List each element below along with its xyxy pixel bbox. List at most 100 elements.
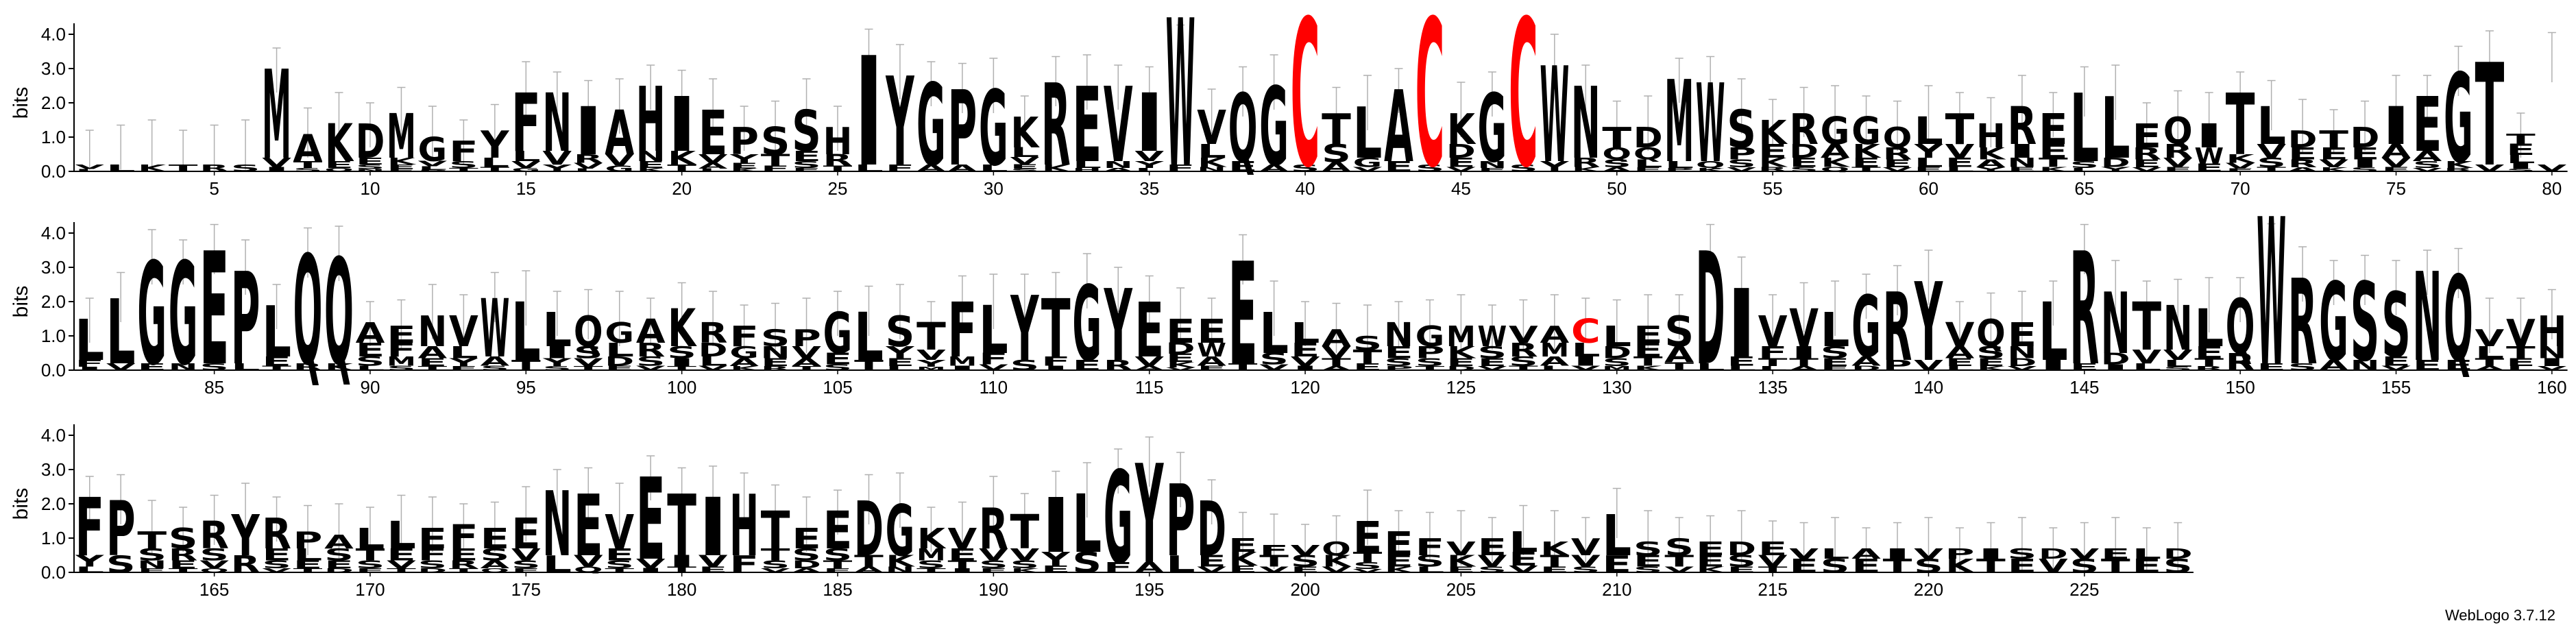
letter-pos-137-F: F [1821, 365, 1850, 372]
letter-pos-76-V: V [2413, 167, 2443, 173]
letter-pos-41-T: T [1322, 104, 1351, 154]
letter-pos-122-E: E [1353, 361, 1383, 372]
letter-pos-115-E: E [1134, 287, 1164, 375]
letter-pos-209-V: V [1571, 533, 1601, 561]
letter-pos-158-V: V [2475, 324, 2505, 352]
letter-pos-177-E: E [574, 478, 603, 576]
letter-pos-102-G: G [729, 343, 759, 362]
letter-pos-137-E: E [1821, 356, 1850, 369]
letter-pos-198-E: E [1228, 563, 1258, 574]
letter-pos-129-L: L [1571, 339, 1601, 361]
letter-pos-132-T: T [1664, 360, 1694, 373]
letter-pos-156-N: N [2413, 246, 2442, 389]
letter-pos-65-L: L [2069, 167, 2099, 173]
letter-pos-200-S: S [1291, 552, 1320, 570]
letter-pos-181-E: E [698, 565, 728, 574]
letter-pos-52-P: P [1664, 167, 1694, 173]
letter-pos-117-E: E [1197, 364, 1226, 372]
letter-pos-70-V: V [2226, 162, 2255, 171]
letter-pos-76-S: S [2413, 160, 2442, 171]
letter-pos-129-C: C [1571, 312, 1601, 351]
letter-pos-163-S: S [137, 545, 167, 564]
letter-pos-100-K: K [668, 300, 697, 359]
letter-pos-23-S: S [761, 120, 790, 163]
letter-pos-65-S: S [2069, 160, 2099, 171]
letter-pos-48-W: W [1540, 40, 1569, 193]
letter-pos-181-I: I [698, 482, 728, 574]
letter-pos-144-L: L [2039, 287, 2068, 379]
y-tick-label-row-3: 1.0 [41, 528, 66, 548]
letter-pos-1-L: L [75, 169, 104, 172]
letter-pos-163-T: T [137, 526, 167, 554]
letter-pos-112-F: F [1041, 354, 1071, 368]
letter-pos-137-L: L [1821, 302, 1850, 357]
letter-pos-38-Q: Q [1228, 75, 1258, 184]
letter-pos-164-S: S [169, 523, 198, 556]
letter-pos-30-L: L [979, 163, 1008, 174]
letter-pos-94-A: A [480, 354, 509, 368]
letter-pos-195-A: A [1134, 559, 1165, 576]
letter-pos-12-L: L [418, 165, 448, 171]
letter-pos-20-T: T [667, 162, 696, 173]
letter-pos-11-F: F [387, 169, 416, 172]
letter-pos-68-R: R [2163, 141, 2193, 162]
letter-pos-198-K: K [1229, 548, 1259, 570]
letter-pos-170-S: S [356, 559, 385, 571]
letter-pos-214-S: S [1727, 552, 1756, 570]
letter-pos-16-Y: Y [542, 162, 572, 173]
letter-pos-212-V: V [1664, 566, 1694, 574]
letter-pos-119-L: L [1259, 300, 1289, 366]
letter-pos-26-L: L [854, 163, 884, 174]
letter-pos-207-E: E [1509, 548, 1538, 570]
letter-pos-119-V: V [1259, 363, 1289, 372]
letter-pos-84-G: G [169, 234, 198, 398]
letter-pos-226-E: E [2101, 546, 2130, 562]
letter-pos-22-K: K [730, 168, 760, 173]
letter-pos-10-E: E [356, 156, 385, 167]
letter-pos-228-D: D [2163, 546, 2193, 563]
letter-pos-31-V: V [1010, 155, 1040, 167]
letter-pos-97-Q: Q [574, 308, 603, 356]
letter-pos-99-V: V [636, 365, 666, 372]
letter-pos-187-G: G [886, 490, 915, 572]
letter-pos-149-L: L [2194, 298, 2224, 358]
letter-pos-81-I: I [75, 366, 104, 372]
letter-pos-202-T: T [1353, 549, 1383, 566]
letter-pos-193-L: L [1072, 478, 1102, 571]
letter-pos-220-S: S [1914, 555, 1943, 577]
letter-pos-168-P: P [293, 527, 323, 554]
letter-pos-71-V: V [2257, 141, 2286, 162]
letter-pos-12-G: G [418, 131, 448, 169]
letter-pos-45-E: E [1446, 155, 1476, 169]
letter-pos-97-T: T [574, 365, 603, 372]
letter-pos-123-E: E [1384, 343, 1413, 363]
letter-pos-167-R: R [262, 509, 291, 558]
letter-pos-104-A: A [792, 356, 821, 369]
letter-pos-76-A: A [2413, 148, 2443, 165]
letter-pos-178-V: V [605, 505, 634, 559]
letter-pos-202-S: S [1353, 561, 1383, 572]
y-tick-label-row-1: 0.0 [41, 161, 66, 182]
letter-pos-129-I: I [1571, 354, 1601, 369]
letter-pos-203-K: K [1385, 566, 1414, 574]
letter-pos-87-T: T [262, 364, 291, 372]
letter-pos-188-T: T [916, 568, 946, 574]
letter-pos-26-I: I [854, 26, 884, 200]
letter-pos-161-L: L [75, 566, 104, 574]
letter-pos-105-S: S [823, 363, 853, 372]
letter-pos-34-A: A [1104, 167, 1134, 173]
letter-pos-50-S: S [1602, 158, 1631, 170]
letter-pos-93-V: V [449, 307, 478, 356]
letter-pos-141-L: L [1945, 365, 1975, 372]
letter-pos-185-E: E [823, 501, 853, 561]
letter-pos-16-N: N [542, 78, 572, 171]
letter-pos-117-W: W [1197, 339, 1226, 361]
letter-pos-108-T: T [916, 315, 946, 358]
letter-pos-220-V: V [1914, 546, 1944, 562]
letter-pos-180-T: T [667, 565, 696, 574]
letter-pos-125-K: K [1447, 343, 1476, 362]
letter-pos-51-D: D [1633, 121, 1663, 154]
letter-pos-45-D: D [1446, 141, 1476, 162]
letter-pos-123-S: S [1384, 356, 1413, 369]
letter-pos-57-Q: Q [1821, 165, 1850, 173]
